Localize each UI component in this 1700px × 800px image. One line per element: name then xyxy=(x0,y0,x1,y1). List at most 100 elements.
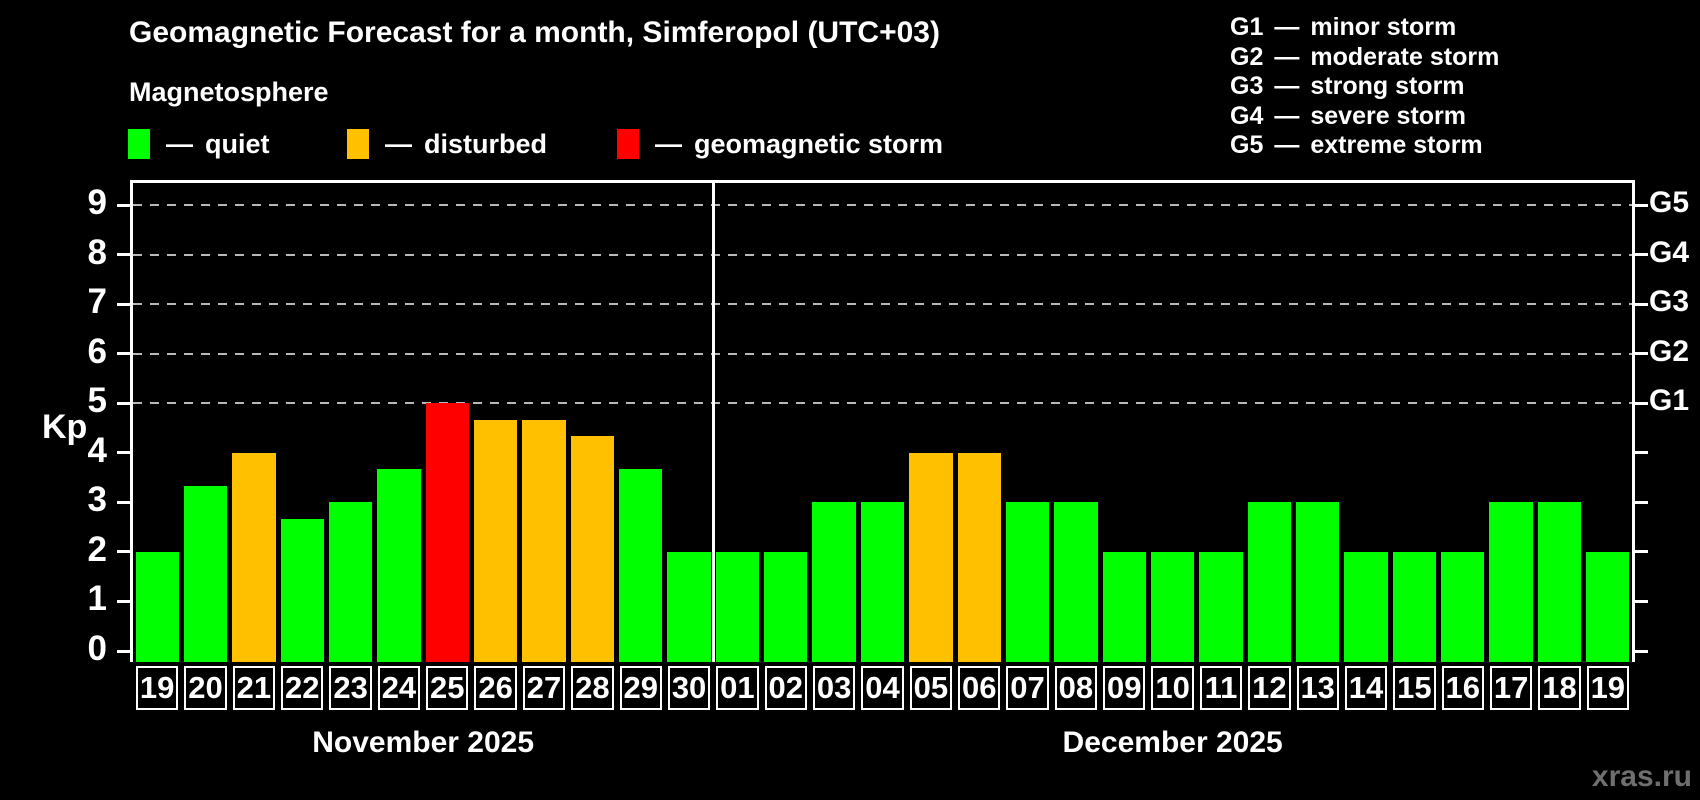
storm-label: moderate storm xyxy=(1310,42,1500,71)
kp-bar xyxy=(280,518,324,662)
storm-color-swatch xyxy=(617,129,639,159)
kp-bar xyxy=(1054,502,1098,662)
date-cell: 03 xyxy=(812,666,856,710)
gridline xyxy=(133,352,1632,355)
storm-code: G4 xyxy=(1230,101,1264,130)
y-axis-tick xyxy=(117,599,130,603)
date-cell: 06 xyxy=(958,666,1001,710)
right-axis-tick xyxy=(1635,401,1648,405)
kp-bar xyxy=(1586,551,1630,662)
kp-bar xyxy=(909,452,953,662)
date-cell: 13 xyxy=(1296,666,1339,710)
y-axis-tick xyxy=(117,649,130,653)
kp-bar xyxy=(1199,551,1243,662)
legend-label-quiet: quiet xyxy=(205,128,270,159)
date-cell: 16 xyxy=(1441,666,1484,710)
kp-bar xyxy=(812,502,856,662)
y-axis-tick xyxy=(117,401,130,405)
y-axis-tick xyxy=(117,352,130,356)
storm-legend-line-g2: G2 — moderate storm xyxy=(1230,43,1499,73)
y-axis-tick-label: 7 xyxy=(87,282,107,322)
date-cell: 01 xyxy=(716,666,759,710)
kp-bar xyxy=(1537,502,1582,662)
y-axis-tick xyxy=(117,302,130,306)
storm-legend-line-g5: G5 — extreme storm xyxy=(1230,131,1499,161)
storm-code: G2 xyxy=(1230,42,1264,71)
storm-dash: — xyxy=(1274,13,1300,41)
kp-bar xyxy=(1296,502,1340,662)
y-axis-tick-label: 0 xyxy=(87,629,107,668)
y-axis-tick xyxy=(117,203,130,207)
storm-label: minor storm xyxy=(1310,13,1457,41)
storm-code: G5 xyxy=(1230,131,1264,160)
date-cell: 18 xyxy=(1538,666,1581,710)
legend-dash: — xyxy=(655,128,682,159)
storm-dash: — xyxy=(1274,101,1300,130)
date-cell: 07 xyxy=(1006,666,1049,710)
storm-label: extreme storm xyxy=(1310,131,1483,160)
right-axis-g-label: G4 xyxy=(1649,235,1690,269)
right-axis-tick xyxy=(1635,599,1648,603)
kp-bar xyxy=(619,469,663,662)
date-cell: 28 xyxy=(571,666,614,710)
kp-bar xyxy=(1102,551,1146,662)
y-axis-tick-label: 1 xyxy=(87,579,107,619)
kp-bar xyxy=(667,551,711,662)
date-cell: 29 xyxy=(619,666,662,710)
chart-subtitle: Magnetosphere xyxy=(129,77,329,107)
y-axis-tick xyxy=(117,253,130,257)
y-axis-tick xyxy=(117,451,130,455)
date-cell: 22 xyxy=(281,666,324,710)
legend-label-disturbed: disturbed xyxy=(424,128,548,159)
y-axis-title: Kp xyxy=(42,408,88,446)
disturbed-color-swatch xyxy=(347,129,369,159)
kp-bar xyxy=(328,502,373,662)
y-axis-tick xyxy=(117,500,130,504)
right-axis-g-label: G1 xyxy=(1649,384,1690,418)
date-cell: 10 xyxy=(1151,666,1194,710)
date-cell: 14 xyxy=(1344,666,1388,710)
right-axis-tick xyxy=(1635,649,1648,653)
storm-label: strong storm xyxy=(1310,72,1465,101)
right-axis-tick xyxy=(1635,203,1648,207)
legend-dash: — xyxy=(385,128,412,159)
date-cell: 05 xyxy=(909,666,953,710)
storm-legend-line-g4: G4 — severe storm xyxy=(1230,102,1499,132)
date-cell: 26 xyxy=(474,666,517,710)
date-cell: 25 xyxy=(426,666,469,710)
kp-bar xyxy=(1150,551,1195,662)
storm-code: G1 xyxy=(1230,13,1264,41)
storm-legend-line-g3: G3 — strong storm xyxy=(1230,72,1499,102)
right-axis-tick xyxy=(1635,302,1648,306)
y-axis-tick-label: 6 xyxy=(87,331,107,371)
kp-bar xyxy=(1441,551,1485,662)
legend-label-storm: geomagnetic storm xyxy=(694,128,944,159)
y-axis-tick-label: 2 xyxy=(87,529,107,569)
kp-bar xyxy=(1489,502,1533,662)
date-cell: 04 xyxy=(861,666,904,710)
right-axis-g-label: G2 xyxy=(1649,334,1690,368)
y-axis-tick-label: 5 xyxy=(87,381,107,421)
kp-bar xyxy=(764,551,808,662)
month-label: November 2025 xyxy=(312,726,535,759)
y-axis-tick-label: 4 xyxy=(87,430,107,470)
storm-dash: — xyxy=(1274,131,1300,160)
storm-class-legend: G1 — minor storm G2 — moderate storm G3 … xyxy=(1230,13,1499,161)
date-cell: 21 xyxy=(232,666,276,710)
kp-bar xyxy=(473,419,518,662)
date-cell: 12 xyxy=(1248,666,1291,710)
date-cell: 23 xyxy=(329,666,372,710)
month-label: December 2025 xyxy=(1062,726,1283,759)
kp-bar xyxy=(1247,502,1291,662)
right-axis-g-label: G3 xyxy=(1649,285,1690,319)
legend-item-storm: — geomagnetic storm xyxy=(617,127,943,161)
kp-bar xyxy=(522,419,566,662)
date-cell: 11 xyxy=(1199,666,1243,710)
storm-code: G3 xyxy=(1230,72,1264,101)
date-cell: 19 xyxy=(1586,666,1629,710)
date-cell: 09 xyxy=(1103,666,1146,710)
y-axis-tick-label: 9 xyxy=(87,183,107,222)
storm-dash: — xyxy=(1274,72,1300,101)
y-axis-tick-label: 8 xyxy=(87,232,107,272)
